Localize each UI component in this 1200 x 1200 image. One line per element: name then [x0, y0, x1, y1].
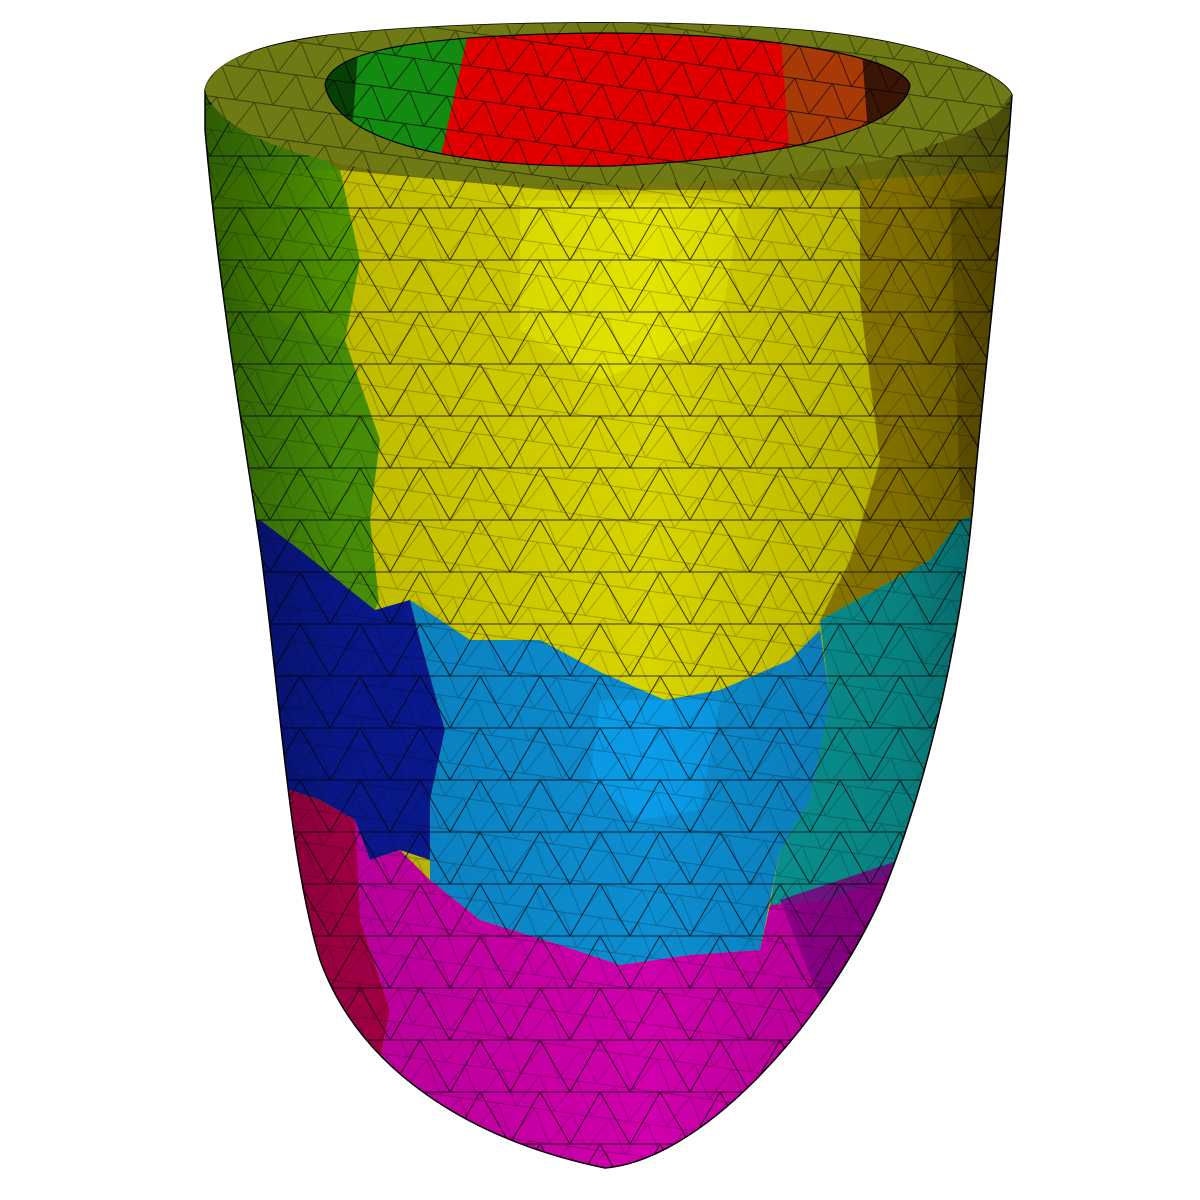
outer-surface — [205, 22, 1012, 1168]
cavity-edge — [324, 32, 911, 167]
mesh-lines-fine — [205, 22, 1012, 1168]
